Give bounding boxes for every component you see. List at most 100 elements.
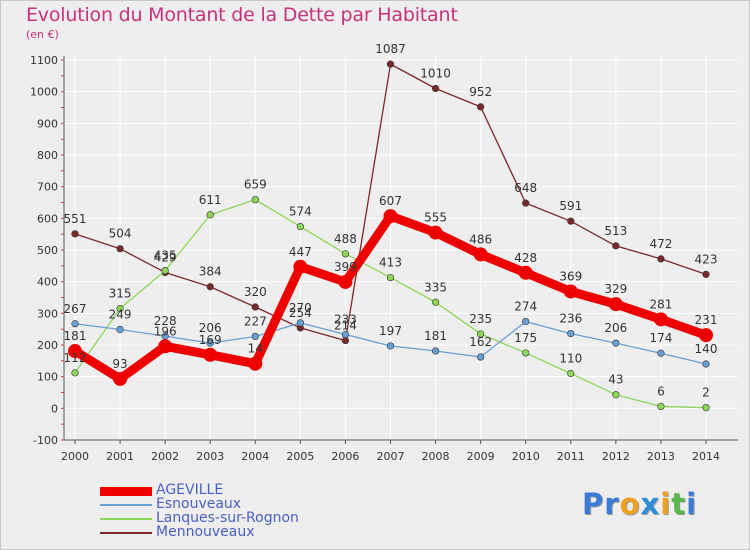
data-point-mennouveaux xyxy=(657,255,665,263)
y-tick-label: 1100 xyxy=(30,54,58,67)
x-tick-label: 2014 xyxy=(692,450,720,463)
legend-swatch xyxy=(100,504,152,506)
data-label-lanques-sur-rognon: 335 xyxy=(424,280,447,294)
data-point-lanques-sur-rognon xyxy=(522,349,530,357)
data-label-mennouveaux: 423 xyxy=(695,252,718,266)
legend-label: Mennouveaux xyxy=(156,524,255,540)
y-tick-label: 100 xyxy=(37,371,58,384)
y-tick-label: 600 xyxy=(37,212,58,225)
data-point-esnouveaux xyxy=(116,325,124,334)
data-point-mennouveaux xyxy=(702,270,710,278)
data-point-lanques-sur-rognon xyxy=(251,196,259,204)
data-point-lanques-sur-rognon xyxy=(71,369,79,377)
data-point-lanques-sur-rognon xyxy=(702,404,710,412)
data-point-lanques-sur-rognon xyxy=(206,211,214,219)
data-label-ageville: 231 xyxy=(695,313,718,327)
data-label-mennouveaux: 952 xyxy=(469,85,492,99)
data-point-esnouveaux xyxy=(71,320,79,328)
x-tick-label: 2004 xyxy=(241,450,269,463)
data-point-lanques-sur-rognon xyxy=(612,391,620,399)
data-point-lanques-sur-rognon xyxy=(386,273,395,282)
data-point-ageville xyxy=(338,274,353,289)
data-label-lanques-sur-rognon: 112 xyxy=(64,351,87,365)
data-label-esnouveaux: 249 xyxy=(109,307,132,321)
proxiti-logo: Proxiti xyxy=(582,487,698,521)
data-label-mennouveaux: 551 xyxy=(64,212,87,226)
x-tick-label: 2003 xyxy=(196,450,224,463)
data-point-lanques-sur-rognon xyxy=(161,266,169,275)
data-label-mennouveaux: 1087 xyxy=(375,42,406,56)
legend-swatch xyxy=(100,518,152,520)
y-tick-label: 800 xyxy=(37,149,58,162)
data-label-lanques-sur-rognon: 611 xyxy=(199,193,222,207)
data-point-esnouveaux xyxy=(477,353,485,361)
data-label-ageville: 329 xyxy=(604,282,627,296)
data-point-esnouveaux xyxy=(657,349,665,357)
data-label-lanques-sur-rognon: 488 xyxy=(334,232,357,246)
data-label-esnouveaux: 267 xyxy=(64,302,87,316)
y-tick-label: -100 xyxy=(33,434,58,447)
data-label-mennouveaux: 513 xyxy=(604,224,627,238)
data-point-ageville xyxy=(248,356,263,371)
legend-swatch xyxy=(100,486,152,496)
data-point-mennouveaux xyxy=(477,103,485,111)
data-point-esnouveaux xyxy=(522,317,530,326)
data-label-esnouveaux: 206 xyxy=(199,321,222,335)
data-label-lanques-sur-rognon: 43 xyxy=(608,373,623,387)
data-point-esnouveaux xyxy=(341,330,350,339)
data-point-esnouveaux xyxy=(206,339,214,347)
y-tick-label: 0 xyxy=(51,402,58,415)
data-label-lanques-sur-rognon: 659 xyxy=(244,178,267,192)
data-point-ageville xyxy=(518,265,533,280)
data-point-mennouveaux xyxy=(71,230,79,238)
x-tick-label: 2008 xyxy=(422,450,450,463)
data-point-lanques-sur-rognon xyxy=(477,330,485,338)
data-label-ageville: 555 xyxy=(424,211,447,225)
x-tick-label: 2001 xyxy=(106,450,134,463)
data-label-esnouveaux: 206 xyxy=(604,321,627,335)
data-label-lanques-sur-rognon: 2 xyxy=(702,386,710,400)
data-point-ageville xyxy=(699,328,713,343)
y-tick-label: 900 xyxy=(37,117,58,130)
y-tick-label: 200 xyxy=(37,339,58,352)
chart-title: Evolution du Montant de la Dette par Hab… xyxy=(26,4,458,26)
data-label-esnouveaux: 174 xyxy=(649,331,672,345)
data-label-esnouveaux: 274 xyxy=(514,300,537,314)
data-label-esnouveaux: 228 xyxy=(154,314,177,328)
data-point-esnouveaux xyxy=(296,319,304,327)
unit-label: (en €) xyxy=(26,28,59,41)
data-point-ageville xyxy=(113,371,128,386)
data-point-esnouveaux xyxy=(612,339,620,347)
legend-swatch xyxy=(100,532,152,534)
data-label-ageville: 369 xyxy=(559,269,582,283)
y-tick-label: 500 xyxy=(37,244,58,257)
data-label-ageville: 428 xyxy=(514,251,537,265)
x-tick-label: 2012 xyxy=(602,450,630,463)
x-tick-label: 2005 xyxy=(286,450,314,463)
x-tick-label: 2002 xyxy=(151,450,179,463)
data-point-ageville xyxy=(608,297,623,312)
data-point-esnouveaux xyxy=(702,360,710,368)
data-point-lanques-sur-rognon xyxy=(567,369,575,378)
x-tick-label: 2006 xyxy=(331,450,359,463)
data-point-mennouveaux xyxy=(612,242,620,250)
data-point-mennouveaux xyxy=(522,199,530,207)
data-label-ageville: 607 xyxy=(379,194,402,208)
data-label-esnouveaux: 227 xyxy=(244,314,267,328)
data-label-lanques-sur-rognon: 175 xyxy=(514,331,537,345)
x-tick-label: 2009 xyxy=(467,450,495,463)
data-label-lanques-sur-rognon: 413 xyxy=(379,256,402,270)
data-point-mennouveaux xyxy=(251,303,259,311)
data-label-mennouveaux: 384 xyxy=(199,265,222,279)
y-tick-label: 300 xyxy=(37,307,58,320)
data-point-lanques-sur-rognon xyxy=(431,298,440,306)
data-label-esnouveaux: 236 xyxy=(559,312,582,326)
data-point-lanques-sur-rognon xyxy=(341,250,350,258)
data-label-ageville: 447 xyxy=(289,245,312,259)
data-point-mennouveaux xyxy=(206,283,214,291)
data-label-lanques-sur-rognon: 574 xyxy=(289,205,312,219)
data-label-mennouveaux: 1010 xyxy=(420,67,451,81)
data-label-ageville: 181 xyxy=(64,329,87,343)
data-point-mennouveaux xyxy=(116,245,124,253)
